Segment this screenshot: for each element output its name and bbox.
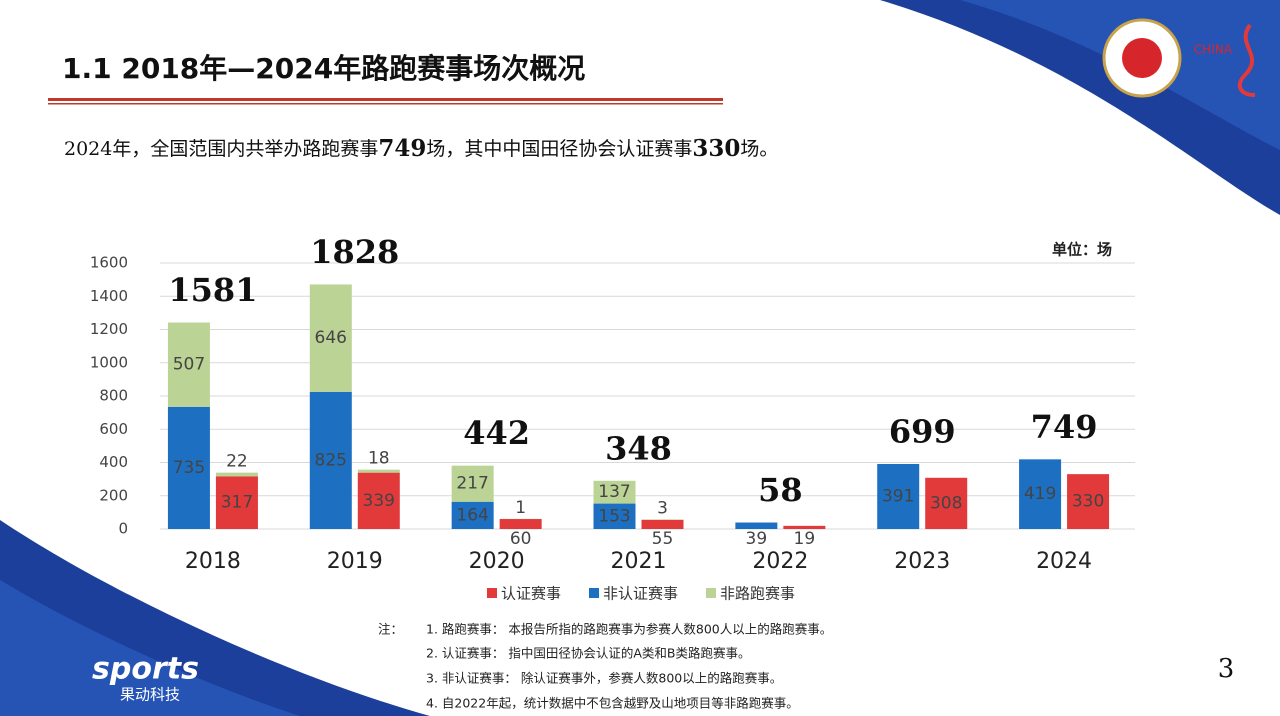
x-tick-label: 2023 [894,549,950,574]
bar-segment [735,522,778,529]
decor-top-light [960,0,1280,150]
bar-segment [215,472,258,477]
bar-segment [1067,474,1110,529]
total-label: 1581 [168,271,257,309]
x-tick-label: 2022 [752,549,808,574]
bar-segment [783,525,826,529]
legend-swatch [706,588,716,598]
data-label: 735 [173,458,205,478]
subtitle-part: 场。 [740,138,778,160]
data-label: 507 [173,355,205,375]
data-label: 217 [456,474,488,494]
bar-segment [167,322,210,407]
total-label: 348 [605,429,672,467]
notes-label: 注： [378,622,403,637]
subtitle-part: 场，其中中国田径协会认证赛事 [426,138,692,160]
slide-title: 1.1 2018年—2024年路跑赛事场次概况 [62,52,585,85]
data-label: 317 [221,493,253,513]
association-logo-core [1122,38,1162,78]
total-label: 749 [1031,408,1098,446]
note-line: 1. 路跑赛事： 本报告所指的路跑赛事为参赛人数800人以上的路跑赛事。 [426,622,832,637]
y-tick-label: 600 [99,420,128,438]
total-label: 442 [463,414,530,452]
legend-swatch [589,588,599,598]
y-tick-label: 200 [99,486,128,504]
legend-label: 非路跑赛事 [720,585,795,603]
brand-sub: 果动科技 [120,686,180,704]
y-tick-label: 1600 [90,254,128,272]
y-tick-label: 1400 [90,287,128,305]
subtitle-number: 749 [378,135,426,162]
bar-segment [215,476,258,529]
y-tick-label: 1000 [90,353,128,371]
data-label: 339 [363,491,395,511]
x-tick-label: 2019 [327,549,383,574]
x-tick-label: 2021 [611,549,667,574]
data-label: 18 [368,449,390,469]
title-rule-thin [48,103,723,105]
subtitle-part: 2024年，全国范围内共举办路跑赛事 [64,138,378,160]
note-line: 4. 自2022年起，统计数据中不包含越野及山地项目等非路跑赛事。 [426,696,799,711]
data-label: 391 [882,486,914,506]
chart: 0 200 400 600 800 1000 1200 1400 1600 2018 735 507 3… [90,233,1135,603]
y-tick-label: 800 [99,387,128,405]
data-label: 19 [794,529,816,549]
subtitle-number: 330 [692,135,740,162]
data-label: 3 [657,498,668,518]
bar-segment [309,284,352,392]
bar-segment [357,469,400,473]
unit-label: 单位：场 [1052,241,1112,259]
y-tick-label: 400 [99,453,128,471]
bar-segment [925,477,968,529]
data-label: 22 [226,452,248,472]
y-tick-label: 1200 [90,320,128,338]
legend-label: 非认证赛事 [603,585,678,603]
bar-segment [451,465,494,502]
data-label: 39 [746,529,768,549]
data-label: 308 [930,493,962,513]
x-tick-label: 2024 [1036,549,1092,574]
data-label: 153 [598,506,630,526]
data-label: 646 [315,328,347,348]
x-tick-label: 2020 [469,549,525,574]
bar-segment [309,391,352,529]
data-label: 137 [598,482,630,502]
decor-bottom-light [0,580,300,716]
bar-segment [593,480,636,504]
bar-segment [451,501,494,529]
bar-segment [167,406,210,529]
bar-segment [1019,459,1062,529]
legend-swatch [487,588,497,598]
bar-segment [641,519,684,529]
data-label: 164 [456,505,488,525]
data-label: 330 [1072,492,1104,512]
data-label: 825 [315,450,347,470]
data-label: 1 [515,498,526,518]
page-number: 3 [1218,654,1235,684]
china-logo-mark [1237,23,1256,97]
total-label: 58 [758,471,803,509]
data-label: 419 [1024,484,1056,504]
legend-label: 认证赛事 [501,585,561,603]
total-label: 1828 [310,233,399,271]
title-rule [48,98,723,101]
x-tick-label: 2018 [185,549,241,574]
bar-segment [357,472,400,529]
data-label: 60 [510,529,532,549]
subtitle: 2024年，全国范围内共举办路跑赛事749场，其中中国田径协会认证赛事330场。 [64,135,778,162]
bar-segment [499,519,542,529]
note-line: 2. 认证赛事： 指中国田径协会认证的A类和B类路跑赛事。 [426,646,751,661]
bar-segment [593,503,636,529]
brand-logo: sports [92,652,199,687]
total-label: 699 [889,412,956,450]
data-label: 55 [652,529,674,549]
bar-segment [877,463,920,529]
china-logo: CHINA [1194,43,1233,57]
note-line: 3. 非认证赛事： 除认证赛事外，参赛人数800以上的路跑赛事。 [426,671,782,686]
y-tick-label: 0 [118,520,128,538]
